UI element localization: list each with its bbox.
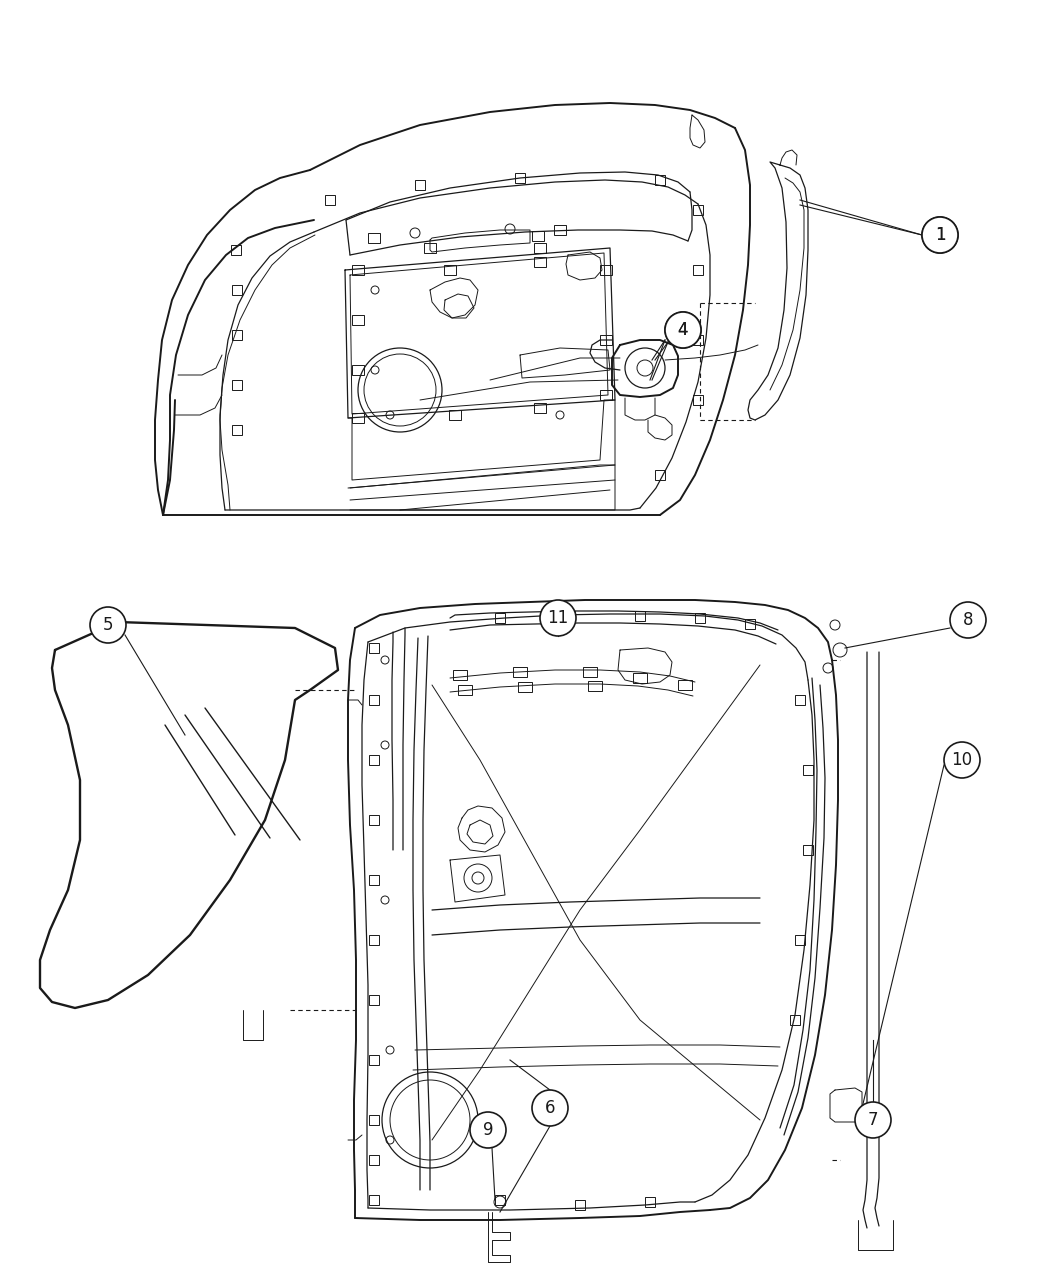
Circle shape [532, 1090, 568, 1126]
Bar [369, 1116, 379, 1125]
Circle shape [855, 1102, 891, 1139]
Bar [790, 1015, 800, 1025]
Bar [565, 611, 575, 621]
Bar [803, 765, 813, 775]
Bar [326, 195, 335, 205]
Text: 8: 8 [963, 611, 973, 629]
Text: 9: 9 [483, 1121, 493, 1139]
Bar [693, 335, 704, 346]
Bar [693, 205, 704, 215]
Bar [449, 411, 461, 419]
Bar [655, 470, 665, 479]
Bar [231, 245, 242, 255]
Bar [232, 380, 242, 390]
Bar [495, 613, 505, 623]
Circle shape [950, 602, 986, 638]
Bar [352, 413, 364, 423]
Circle shape [944, 742, 980, 778]
Bar [369, 1195, 379, 1205]
Bar [600, 390, 612, 400]
Bar [369, 755, 379, 765]
Bar [232, 330, 242, 340]
Circle shape [90, 607, 126, 643]
Bar [635, 611, 645, 621]
Bar [232, 425, 242, 435]
Bar [415, 180, 425, 190]
Bar [534, 258, 546, 266]
Text: 4: 4 [677, 321, 688, 339]
Bar [369, 875, 379, 885]
Bar [532, 231, 544, 241]
Text: 1: 1 [934, 226, 945, 244]
Bar [645, 1197, 655, 1207]
Bar [369, 994, 379, 1005]
Bar [352, 265, 364, 275]
Bar [633, 673, 647, 683]
Bar [513, 667, 527, 677]
Bar [600, 335, 612, 346]
Bar [369, 1054, 379, 1065]
Bar [369, 695, 379, 705]
Bar [369, 643, 379, 653]
Bar [424, 244, 436, 252]
Bar [368, 233, 380, 244]
Bar [495, 1195, 505, 1205]
Text: 6: 6 [545, 1099, 555, 1117]
Text: 10: 10 [951, 751, 972, 769]
Bar [655, 175, 665, 185]
Bar [588, 681, 602, 691]
Bar [746, 618, 755, 629]
Bar [678, 680, 692, 690]
Bar [369, 1155, 379, 1165]
Bar [693, 265, 704, 275]
Bar [695, 613, 705, 623]
Bar [554, 224, 566, 235]
Circle shape [540, 601, 576, 636]
Bar [534, 403, 546, 413]
Text: 11: 11 [547, 609, 569, 627]
Bar [693, 395, 704, 405]
Bar [575, 1200, 585, 1210]
Bar [444, 265, 456, 275]
Bar [458, 685, 472, 695]
Bar [352, 365, 364, 375]
Bar [518, 682, 532, 692]
Text: 7: 7 [867, 1111, 878, 1128]
Bar [795, 935, 805, 945]
Text: 4: 4 [677, 321, 688, 339]
Bar [534, 244, 546, 252]
Bar [369, 935, 379, 945]
Bar [453, 669, 467, 680]
Bar [514, 173, 525, 184]
Circle shape [922, 217, 958, 252]
Bar [352, 315, 364, 325]
Circle shape [665, 312, 701, 348]
Circle shape [665, 312, 701, 348]
Bar [583, 667, 597, 677]
Bar [232, 286, 242, 295]
Text: 1: 1 [934, 226, 945, 244]
Bar [600, 265, 612, 275]
Text: 5: 5 [103, 616, 113, 634]
Bar [369, 815, 379, 825]
Circle shape [922, 217, 958, 252]
Bar [795, 695, 805, 705]
Bar [803, 845, 813, 856]
Circle shape [470, 1112, 506, 1148]
